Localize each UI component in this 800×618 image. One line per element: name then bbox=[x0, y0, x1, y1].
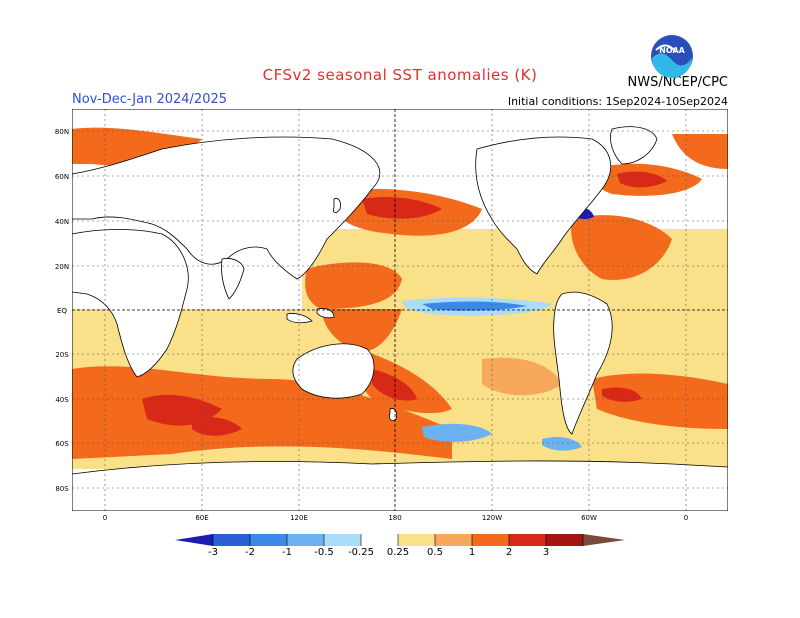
colorbar-label: -0.5 bbox=[314, 547, 334, 558]
lat-label-40s: 40S bbox=[55, 396, 69, 404]
season-label: Nov-Dec-Jan 2024/2025 bbox=[72, 92, 228, 107]
lat-label-60s: 60S bbox=[55, 440, 69, 448]
colorbar-label: -0.25 bbox=[348, 547, 374, 558]
lat-label-20n: 20N bbox=[54, 263, 70, 271]
colorbar-swatch bbox=[472, 534, 509, 546]
lat-label-80s: 80S bbox=[55, 485, 69, 493]
colorbar-swatch bbox=[435, 534, 472, 546]
colorbar-swatch bbox=[398, 534, 435, 546]
colorbar-label: 1 bbox=[468, 547, 476, 558]
lon-label-180: 180 bbox=[388, 514, 402, 522]
lat-lon-grid bbox=[72, 109, 728, 511]
colorbar-label: 2 bbox=[505, 547, 513, 558]
lat-label-40n: 40N bbox=[54, 218, 70, 226]
initial-conditions-label: Initial conditions: 1Sep2024-10Sep2024 bbox=[507, 95, 728, 108]
lat-label-60n: 60N bbox=[54, 173, 70, 181]
equator-dateline bbox=[72, 109, 728, 511]
lat-label-20s: 20S bbox=[55, 351, 69, 359]
colorbar-swatch bbox=[287, 534, 324, 546]
continent-outlines bbox=[72, 126, 728, 511]
lat-label-80n: 80N bbox=[54, 128, 70, 136]
colorbar-swatch bbox=[324, 534, 361, 546]
colorbar-swatch bbox=[509, 534, 546, 546]
colorbar-swatch bbox=[546, 534, 583, 546]
colorbar-label: 0.5 bbox=[427, 547, 443, 558]
colorbar-swatch bbox=[250, 534, 287, 546]
colorbar-label: 3 bbox=[542, 547, 550, 558]
lon-label-120w: 120W bbox=[481, 514, 503, 522]
colorbar-swatch bbox=[361, 534, 398, 546]
colorbar-label: -2 bbox=[245, 547, 255, 558]
logo-text: NOAA bbox=[659, 46, 685, 55]
lon-label-60w: 60W bbox=[581, 514, 597, 522]
agency-label: NWS/NCEP/CPC bbox=[627, 75, 728, 90]
chart-title: CFSv2 seasonal SST anomalies (K) bbox=[262, 66, 538, 84]
colorbar-swatch bbox=[213, 534, 250, 546]
sst-anomaly-map: 80N 60N 40N 20N EQ 20S 40S 60S 80S bbox=[72, 109, 728, 511]
colorbar-label: 0.25 bbox=[386, 547, 410, 558]
colorbar-label: -3 bbox=[208, 547, 218, 558]
noaa-logo: NOAA bbox=[651, 35, 693, 78]
lon-label-0-east: 0 bbox=[683, 514, 689, 522]
colorbar-label: -1 bbox=[282, 547, 292, 558]
lon-label-120e: 120E bbox=[290, 514, 308, 522]
lat-label-eq: EQ bbox=[57, 307, 67, 315]
colorbar-arrow-left bbox=[175, 534, 213, 546]
lon-label-60e: 60E bbox=[195, 514, 209, 522]
lon-label-0: 0 bbox=[102, 514, 108, 522]
colorbar-arrow-right bbox=[583, 534, 625, 546]
colorbar bbox=[175, 534, 625, 546]
